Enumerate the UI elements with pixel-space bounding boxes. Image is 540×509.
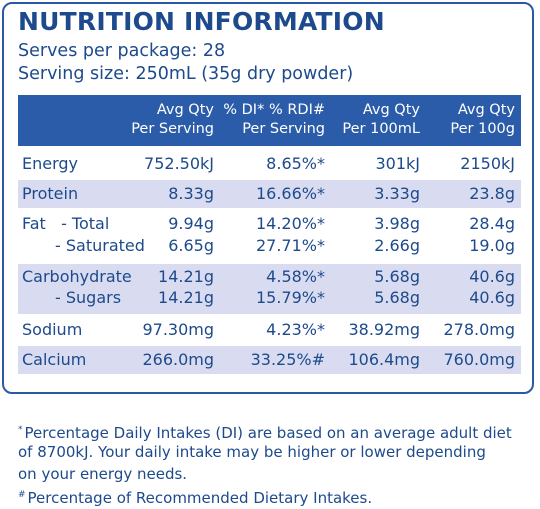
value-per-100g: 40.6g (469, 267, 515, 286)
value-di: 27.71%* (255, 236, 325, 255)
col-header-line: Per Serving (242, 121, 325, 137)
col-header-per-100ml: Avg Qty Per 100mL (342, 101, 420, 139)
footnote-di-line3: on your energy needs. (18, 465, 188, 483)
value-per-100ml: 5.68g (374, 288, 420, 307)
footnote-asterisk: * (18, 425, 23, 435)
footnote-text: Percentage of Recommended Dietary Intake… (27, 489, 373, 507)
value-per-serving: 8.33g (168, 184, 214, 203)
value-per-serving: 266.0mg (142, 350, 214, 369)
table-header: Avg Qty Per Serving % DI* % RDI# Per Ser… (18, 95, 521, 146)
value-per-serving: 97.30mg (142, 320, 214, 339)
nutrient-name: Energy (22, 154, 79, 173)
nutrient-name: Calcium (22, 350, 87, 369)
col-header-di: % DI* % RDI# Per Serving (223, 101, 325, 139)
value-per-100g: 40.6g (469, 288, 515, 307)
col-header-line: Per 100mL (342, 121, 420, 137)
value-di: 8.65%* (266, 154, 325, 173)
value-per-100g: 28.4g (469, 214, 515, 233)
value-per-100ml: 106.4mg (348, 350, 420, 369)
col-header-per-100g: Avg Qty Per 100g (450, 101, 515, 139)
col-header-line: % DI* % RDI# (223, 102, 325, 118)
value-per-serving: 752.50kJ (144, 154, 214, 173)
table-row-protein: Protein 8.33g 16.66%* 3.33g 23.8g (18, 180, 521, 208)
table-row-sodium: Sodium 97.30mg 4.23%* 38.92mg 278.0mg (18, 316, 521, 344)
footnote-di-line1: * Percentage Daily Intakes (DI) are based… (18, 420, 512, 443)
footnote-hash: # (18, 490, 26, 500)
nutrient-name: Sodium (22, 320, 83, 339)
footnote-text: Percentage Daily Intakes (DI) are based … (24, 424, 512, 442)
value-per-serving: 14.21g (158, 288, 214, 307)
serving-size: Serving size: 250mL (35g dry powder) (18, 64, 354, 84)
value-per-100g: 19.0g (469, 236, 515, 255)
value-di: 4.23%* (266, 320, 325, 339)
table-row-calcium: Calcium 266.0mg 33.25%# 106.4mg 760.0mg (18, 346, 521, 374)
nutrient-subname: - Saturated (55, 236, 145, 255)
value-per-serving: 14.21g (158, 267, 214, 286)
value-di: 15.79%* (255, 288, 325, 307)
table-row-carbohydrate: Carbohydrate 14.21g 4.58%* 5.68g 40.6g -… (18, 264, 521, 314)
nutrient-name: Protein (22, 184, 79, 203)
panel-title: NUTRITION INFORMATION (18, 7, 385, 36)
table-row-fat: Fat - Total 9.94g 14.20%* 3.98g 28.4g - … (18, 210, 521, 262)
value-per-100ml: 301kJ (375, 154, 420, 173)
col-header-line: Per 100g (450, 121, 515, 137)
value-di: 16.66%* (255, 184, 325, 203)
value-per-100ml: 38.92mg (348, 320, 420, 339)
footnote-rdi: # Percentage of Recommended Dietary Intak… (18, 485, 372, 508)
value-di: 4.58%* (266, 267, 325, 286)
value-per-100g: 278.0mg (443, 320, 515, 339)
table-row-energy: Energy 752.50kJ 8.65%* 301kJ 2150kJ (18, 150, 521, 178)
col-header-line: Avg Qty (156, 102, 214, 118)
serves-per-package: Serves per package: 28 (18, 41, 226, 61)
value-per-100ml: 5.68g (374, 267, 420, 286)
value-di: 33.25%# (250, 350, 325, 369)
nutrient-name: Fat - Total (22, 214, 110, 233)
value-per-serving: 6.65g (168, 236, 214, 255)
col-header-line: Avg Qty (362, 102, 420, 118)
col-header-line: Per Serving (131, 121, 214, 137)
col-header-line: Avg Qty (457, 102, 515, 118)
nutrition-panel (2, 2, 534, 394)
value-per-serving: 9.94g (168, 214, 214, 233)
value-per-100ml: 3.98g (374, 214, 420, 233)
col-header-per-serving: Avg Qty Per Serving (131, 101, 214, 139)
value-di: 14.20%* (255, 214, 325, 233)
value-per-100ml: 3.33g (374, 184, 420, 203)
value-per-100ml: 2.66g (374, 236, 420, 255)
value-per-100g: 23.8g (469, 184, 515, 203)
value-per-100g: 2150kJ (460, 154, 515, 173)
footnote-di-line2: of 8700kJ. Your daily intake may be high… (18, 443, 486, 461)
nutrient-name: Carbohydrate (22, 267, 132, 286)
nutrient-subname: - Sugars (55, 288, 122, 307)
value-per-100g: 760.0mg (443, 350, 515, 369)
